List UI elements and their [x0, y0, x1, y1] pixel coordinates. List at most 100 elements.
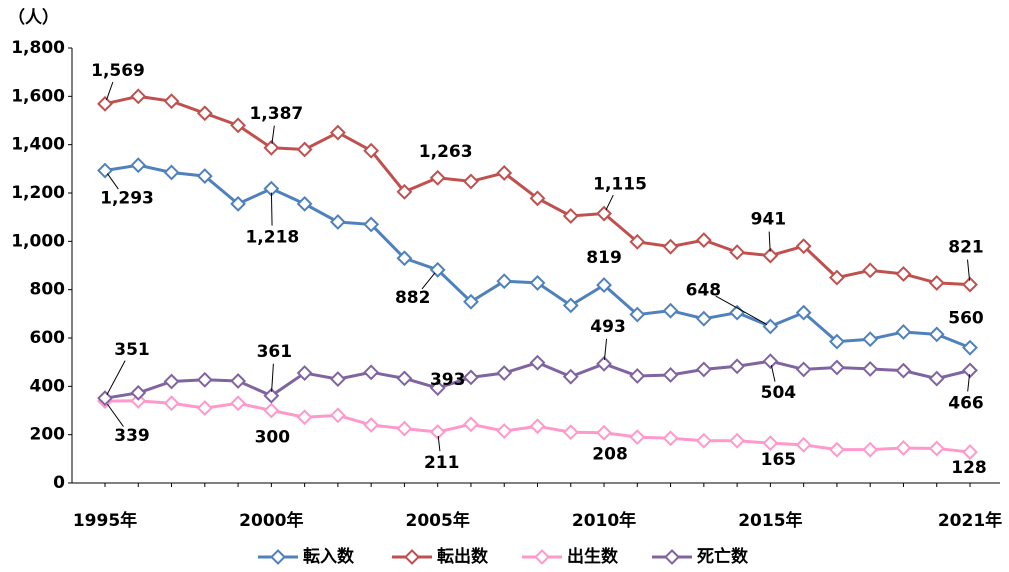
y-tick-label: 800: [30, 280, 66, 300]
data-label: 1,263: [419, 142, 473, 162]
data-label: 211: [424, 453, 460, 473]
data-label: 1,293: [100, 189, 154, 209]
leader-line: [605, 194, 614, 211]
point-marker: [862, 441, 879, 458]
legend-label: 死亡数: [697, 546, 749, 567]
point-marker: [928, 274, 945, 291]
data-label: 361: [257, 342, 293, 362]
point-marker: [596, 424, 612, 441]
point-marker: [163, 164, 180, 181]
point-marker: [629, 429, 646, 445]
point-marker: [829, 441, 845, 458]
point-marker: [363, 417, 380, 433]
data-label: 165: [761, 450, 797, 470]
leader-line: [107, 173, 119, 190]
point-marker: [396, 420, 413, 437]
data-label: 504: [761, 383, 797, 403]
point-marker: [562, 424, 579, 441]
point-marker: [196, 105, 213, 122]
point-marker: [429, 424, 446, 440]
point-marker: [562, 297, 579, 314]
point-marker: [762, 318, 779, 335]
point-marker: [829, 269, 845, 286]
point-marker: [496, 423, 513, 439]
point-marker: [263, 139, 280, 156]
point-marker: [629, 306, 646, 323]
point-marker: [962, 444, 978, 460]
point-marker: [130, 392, 147, 409]
point-marker: [496, 273, 513, 290]
leader-line: [715, 295, 768, 325]
point-marker: [629, 233, 646, 250]
point-marker: [363, 142, 380, 159]
data-label: 1,115: [593, 175, 647, 195]
leader-line: [107, 403, 124, 427]
leader-line: [967, 259, 971, 281]
point-marker: [163, 373, 180, 390]
data-label: 1,387: [249, 104, 303, 124]
x-tick-label: 2010年: [572, 510, 636, 531]
y-tick-label: 1,000: [11, 231, 65, 251]
data-label: 941: [751, 210, 787, 230]
point-marker: [862, 262, 879, 279]
point-marker: [795, 361, 812, 378]
point-marker: [296, 195, 313, 212]
point-marker: [928, 370, 945, 387]
y-tick-label: 1,200: [11, 183, 65, 203]
point-marker: [862, 361, 879, 377]
unit-label: （人）: [8, 7, 59, 28]
point-marker: [596, 355, 612, 372]
data-label: 128: [951, 458, 987, 478]
leader-line: [603, 338, 608, 360]
point-marker: [463, 416, 479, 433]
y-tick-label: 1,600: [11, 86, 65, 106]
point-marker: [596, 277, 612, 293]
point-marker: [363, 364, 380, 381]
point-marker: [196, 400, 213, 416]
point-marker: [762, 247, 779, 264]
point-marker: [97, 95, 113, 112]
point-marker: [662, 238, 679, 255]
point-marker: [363, 216, 380, 233]
leader-line: [967, 374, 971, 392]
point-marker: [329, 214, 346, 230]
x-tick-label: 1995年: [73, 510, 137, 531]
point-marker: [329, 371, 346, 387]
point-marker: [562, 208, 579, 224]
point-marker: [729, 432, 746, 449]
point-marker: [396, 370, 413, 387]
point-marker: [895, 266, 912, 282]
point-marker: [962, 276, 978, 293]
point-marker: [529, 418, 546, 435]
point-marker: [163, 93, 180, 110]
y-tick-label: 400: [30, 376, 66, 396]
y-tick-label: 1,800: [11, 38, 65, 58]
y-tick-label: 1,400: [11, 135, 65, 155]
legend-label: 転出数: [437, 546, 489, 567]
point-marker: [396, 250, 413, 267]
data-label: 1,218: [245, 228, 299, 248]
data-label: 466: [948, 393, 984, 413]
data-label: 648: [686, 280, 722, 300]
point-marker: [962, 362, 978, 379]
point-marker: [862, 331, 879, 348]
data-label: 208: [592, 445, 628, 465]
legend-marker: [404, 549, 420, 565]
x-tick-label: 2000年: [239, 510, 303, 531]
y-tick-label: 600: [30, 328, 66, 348]
point-marker: [529, 190, 546, 207]
legend-marker: [534, 549, 550, 565]
point-marker: [895, 440, 912, 456]
point-marker: [296, 409, 313, 426]
point-marker: [795, 238, 812, 255]
point-marker: [496, 365, 513, 381]
point-marker: [230, 195, 246, 212]
data-label: 393: [430, 370, 466, 390]
point-marker: [662, 367, 679, 383]
point-marker: [130, 88, 147, 105]
legend-marker: [664, 549, 680, 565]
point-marker: [329, 407, 346, 424]
legend-label: 転入数: [303, 546, 355, 567]
point-marker: [928, 440, 945, 457]
